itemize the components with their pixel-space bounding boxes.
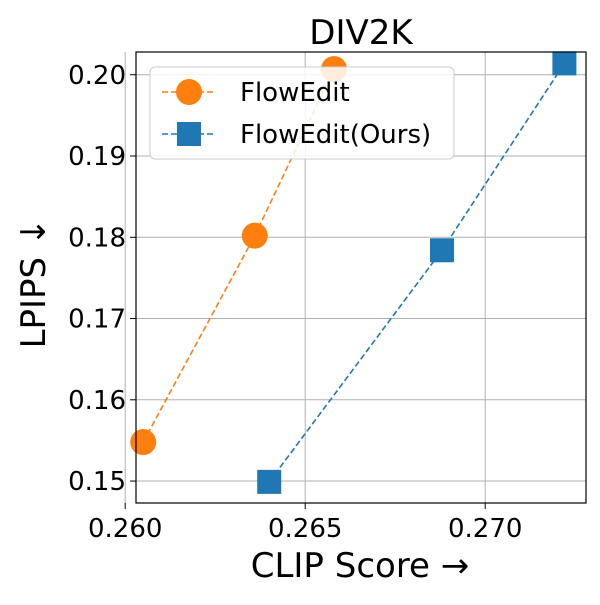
legend-marker-flowedit xyxy=(176,79,202,105)
legend-label-ours: FlowEdit(Ours) xyxy=(240,120,431,150)
y-tick-label: 0.20 xyxy=(68,61,126,91)
y-tick-label: 0.15 xyxy=(68,467,126,497)
y-tick-label: 0.17 xyxy=(68,305,126,335)
data-point-square xyxy=(552,51,577,76)
x-tick-label: 0.260 xyxy=(88,514,162,544)
y-tick-label: 0.18 xyxy=(68,223,126,253)
x-tick-label: 0.265 xyxy=(268,514,342,544)
chart-title: DIV2K xyxy=(309,13,414,53)
legend-box xyxy=(149,66,455,160)
y-axis-label: LPIPS ↓ xyxy=(14,218,54,349)
x-tick-label: 0.270 xyxy=(448,514,522,544)
data-point-circle xyxy=(130,429,157,456)
plot-frame xyxy=(135,51,587,504)
x-axis-label: CLIP Score → xyxy=(251,546,470,586)
legend-marker-ours xyxy=(177,122,201,146)
legend-label-flowedit: FlowEdit xyxy=(240,78,350,108)
legend: FlowEdit FlowEdit(Ours) xyxy=(149,66,455,160)
data-point-square xyxy=(257,469,282,494)
data-point-square xyxy=(430,238,454,263)
y-tick-label: 0.19 xyxy=(68,142,126,172)
data-point-circle xyxy=(241,222,268,249)
tick-layer: 0.260 0.265 0.270 0.15 0.16 0.17 0.18 0.19 0.20 xyxy=(68,61,522,544)
y-tick-label: 0.16 xyxy=(68,386,126,416)
